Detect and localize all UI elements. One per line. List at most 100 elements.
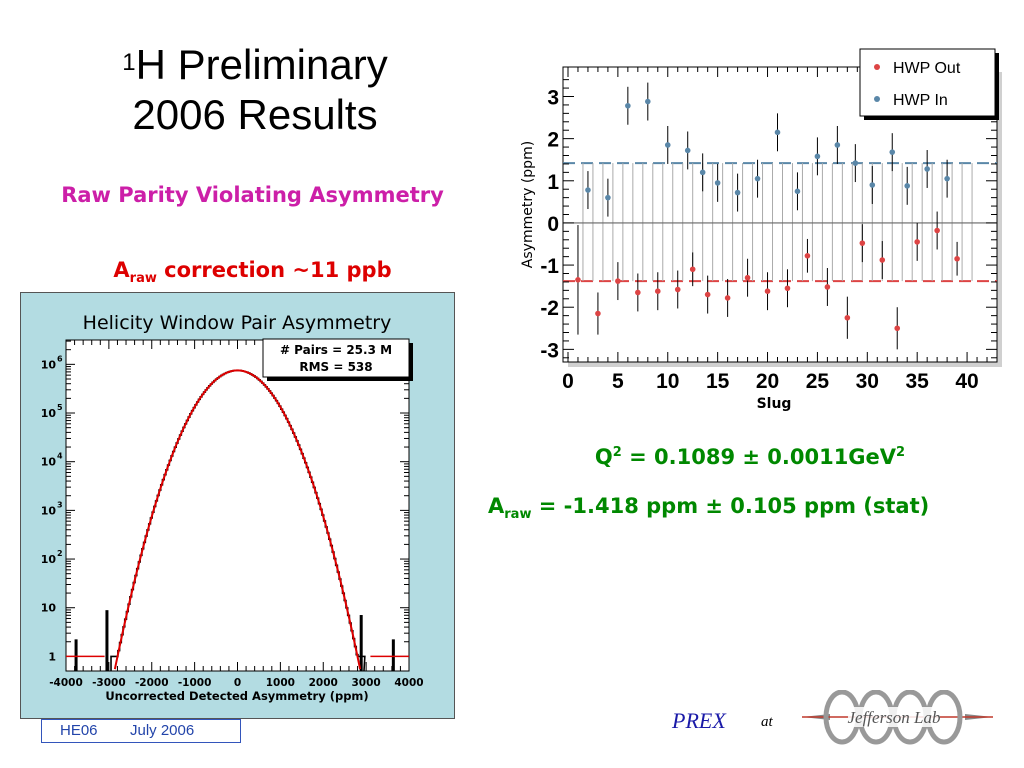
correction-sub: raw (129, 271, 157, 287)
stats-pairs: # Pairs = 25.3 M (280, 343, 392, 357)
histogram-outlier-bin (74, 639, 78, 671)
histo-x-tick-label: 3000 (352, 677, 381, 689)
slide-title: 1H Preliminary 2006 Results (60, 40, 450, 140)
hwp-out-point (859, 240, 866, 246)
histo-x-tick-label: 2000 (309, 677, 338, 689)
hwp-in-point (754, 175, 761, 182)
histo-y-tick-label: 10 (41, 602, 57, 615)
hwp-out-point (804, 253, 811, 259)
hwp-out-point (894, 325, 901, 332)
hwp-out-point (654, 288, 661, 294)
hwp-in-point (664, 142, 671, 148)
hwp-in-point (585, 187, 591, 193)
hwp-out-point (635, 289, 641, 296)
histo-x-tick-label: -2000 (135, 677, 169, 689)
histo-y-tick-exponent: 2 (57, 549, 63, 558)
araw-number: = -1.418 ppm ± 0.105 ppm (stat) (531, 494, 930, 518)
hwp-out-point (724, 295, 731, 301)
histo-y-tick-exponent: 6 (57, 354, 63, 363)
hwp-out-point (575, 277, 581, 283)
hwp-in-point (814, 153, 821, 160)
hwp-in-point (774, 129, 781, 136)
hwp-in-point (714, 180, 721, 186)
hwp-in-point (924, 166, 930, 172)
slug-plot-container: 0 5 10 15 20 25 30 35 40 -3 -2 -1 0 1 2 3 Slug Asymmetry … (512, 40, 1012, 420)
histo-y-tick-exponent: 4 (57, 452, 63, 461)
hwp-in-point (944, 175, 950, 182)
gaussian-fit-line (113, 369, 362, 670)
correction-rest: correction ~11 ppb (156, 258, 392, 282)
q2-number: = 0.1089 ± 0.0011GeV (621, 445, 897, 469)
x-axis-label: Slug (757, 396, 792, 412)
hwp-in-point (684, 147, 691, 154)
y-tick-label: 0 (547, 213, 559, 236)
x-tick-label: 35 (906, 370, 930, 393)
subtitle: Raw Parity Violating Asymmetry (61, 183, 444, 207)
hwp-in-point (869, 182, 876, 188)
hwp-in-point (834, 142, 841, 148)
footer-date: July 2006 (130, 722, 195, 739)
histo-x-tick-label: -3000 (92, 677, 126, 689)
title-line-2: 2006 Results (132, 91, 378, 138)
legend-marker (874, 64, 880, 70)
araw-symbol: A (488, 494, 505, 518)
y-axis-label: Asymmetry (ppm) (520, 141, 536, 268)
histo-y-tick-exponent: 3 (57, 500, 63, 509)
x-tick-label: 30 (856, 370, 879, 393)
histo-x-tick-label: 1000 (266, 677, 295, 689)
histo-y-tick-label: 10 (41, 358, 57, 371)
hwp-out-point (764, 288, 771, 294)
hwp-out-point (744, 274, 751, 281)
stats-box (262, 338, 410, 378)
correction-a: A (113, 258, 130, 282)
histo-y-tick-label: 10 (41, 504, 57, 517)
hwp-in-point (605, 194, 611, 201)
x-tick-label: 40 (955, 370, 978, 393)
y-tick-label: 3 (547, 87, 559, 110)
hwp-out-point (689, 266, 696, 273)
hwp-out-point (615, 278, 621, 284)
jefferson-lab-logo: Jefferson Lab (802, 690, 993, 745)
y-tick-label: -3 (540, 339, 559, 362)
araw-sub: raw (504, 507, 532, 523)
y-tick-label: 1 (547, 171, 559, 194)
legend-label: HWP Out (893, 60, 961, 77)
histo-x-tick-label: 0 (234, 677, 241, 689)
histo-x-axis-label: Uncorrected Detected Asymmetry (ppm) (105, 689, 368, 703)
histo-y-tick-label: 10 (41, 553, 57, 566)
legend-marker (874, 96, 880, 102)
y-tick-label: -1 (540, 255, 559, 278)
x-tick-label: 5 (612, 370, 624, 393)
histogram-outlier-bin (105, 610, 109, 671)
histogram-outlier-bin (359, 615, 363, 671)
hwp-in-point (645, 98, 651, 105)
hwp-out-point (954, 255, 960, 262)
hwp-out-point (674, 286, 681, 293)
x-tick-label: 10 (656, 370, 679, 393)
histo-y-tick-label: 10 (41, 456, 57, 469)
histo-x-tick-label: -4000 (49, 677, 83, 689)
hwp-out-point (844, 314, 851, 321)
histogram-frame (65, 339, 410, 672)
legend-box (859, 48, 996, 117)
title-superscript: 1 (122, 49, 136, 76)
y-tick-label: -2 (540, 297, 559, 320)
footer-box: HE06 July 2006 (41, 719, 241, 743)
asymmetry-vs-slug-chart: 0 5 10 15 20 25 30 35 40 -3 -2 -1 0 1 2 3 Slug Asymmetry … (520, 48, 1002, 412)
hwp-in-point (794, 188, 801, 195)
histogram-chart: Helicity Window Pair Asymmetry -4000 -3000… (41, 312, 424, 703)
x-tick-label: 25 (806, 370, 830, 393)
hwp-in-point (889, 149, 896, 155)
hwp-out-point (704, 291, 711, 298)
hwp-in-point (734, 189, 741, 196)
hwp-in-point (699, 169, 706, 176)
hwp-out-point (914, 239, 920, 245)
title-line-1: H Preliminary (135, 41, 388, 88)
histo-x-tick-label: -1000 (178, 677, 212, 689)
at-label: at (761, 714, 773, 730)
histogram-outlier-bin (391, 639, 395, 671)
histo-x-tick-label: 4000 (394, 677, 423, 689)
x-tick-label: 0 (562, 370, 574, 393)
hwp-in-point (904, 183, 911, 189)
legend-label: HWP In (893, 92, 948, 109)
